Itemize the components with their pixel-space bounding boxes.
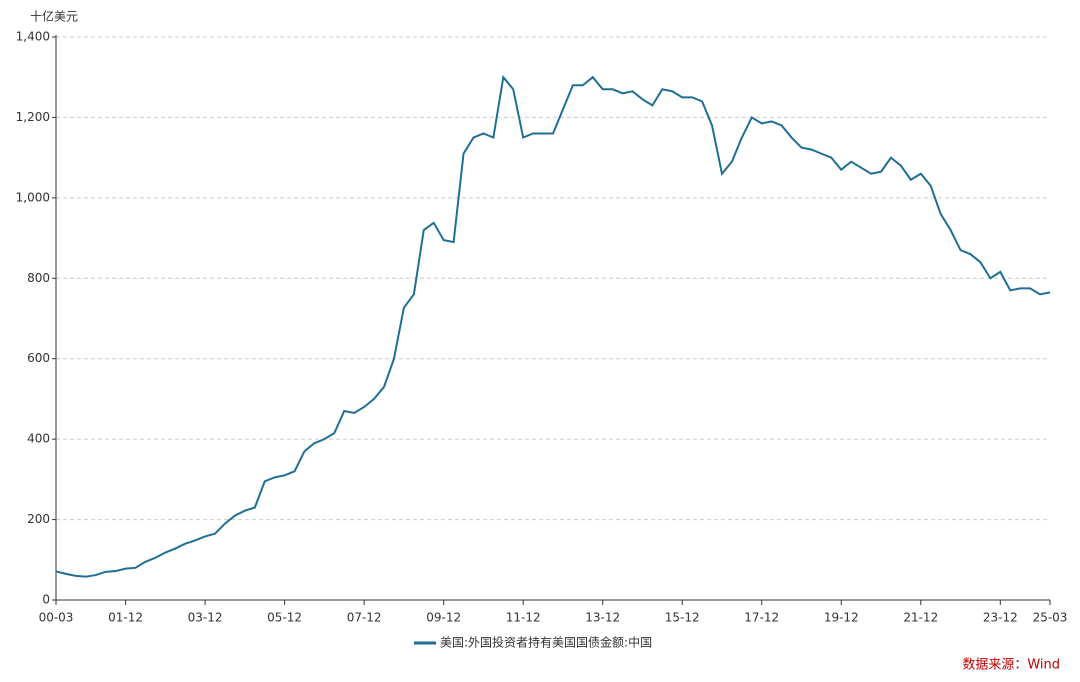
x-tick-label: 21-12 [903, 611, 938, 625]
source: 数据来源：Wind [962, 658, 1060, 673]
x-tick-label: 01-12 [108, 611, 143, 625]
x-tick-label: 15-12 [665, 611, 700, 625]
x-tick-label: 25-03 [1033, 611, 1068, 625]
y-tick-label: 400 [27, 432, 50, 446]
x-tick-label: 07-12 [347, 611, 382, 625]
x-tick-label: 11-12 [506, 611, 541, 625]
x-tick-label: 03-12 [188, 611, 223, 625]
y-tick-label: 200 [27, 512, 50, 526]
y-tick-label: 600 [27, 351, 50, 365]
x-tick-label: 13-12 [585, 611, 620, 625]
x-tick-label: 17-12 [744, 611, 779, 625]
x-tick-label: 09-12 [426, 611, 461, 625]
legend-label: 美国:外国投资者持有美国国债金额:中国 [440, 635, 652, 650]
y-tick-label: 1,000 [16, 190, 50, 204]
x-tick-label: 19-12 [824, 611, 859, 625]
y-tick-label: 0 [42, 593, 50, 607]
series-line [55, 74, 1051, 578]
y-unit: 十亿美元 [30, 9, 78, 24]
x-tick-label: 00-03 [39, 611, 74, 625]
x-tick-label: 05-12 [267, 611, 302, 625]
x-tick-label: 23-12 [983, 611, 1018, 625]
y-tick-label: 1,200 [16, 110, 50, 124]
y-tick-label: 800 [27, 271, 50, 285]
y-tick-label: 1,400 [16, 30, 50, 44]
